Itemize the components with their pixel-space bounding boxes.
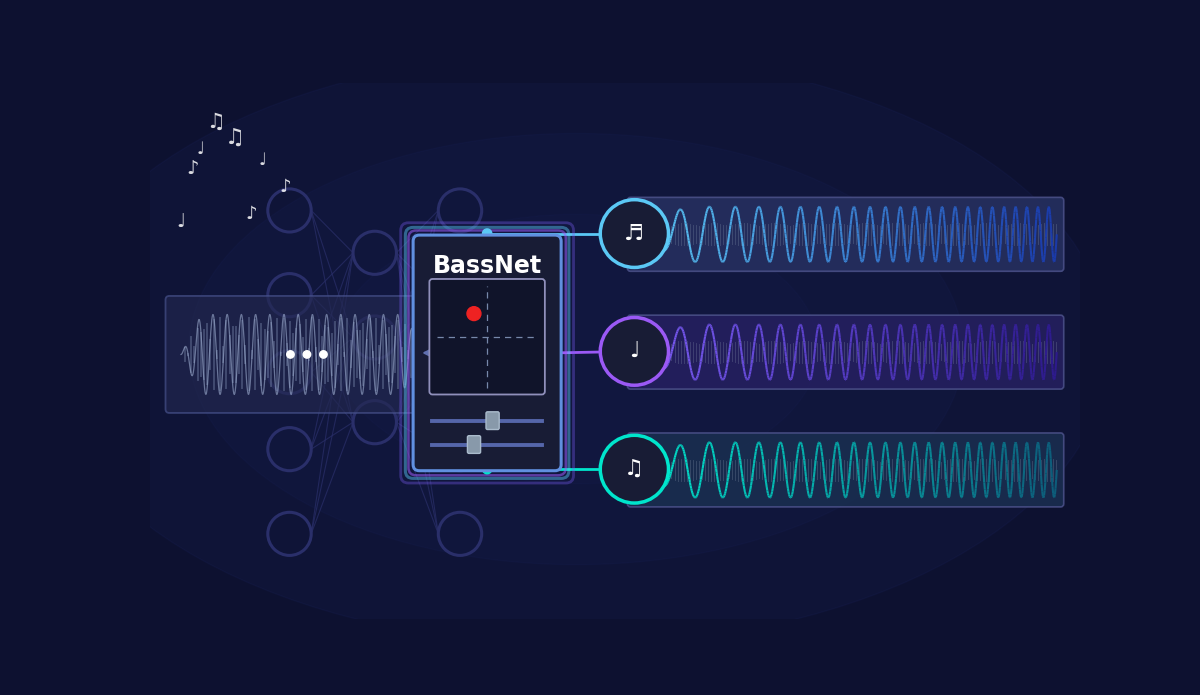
FancyBboxPatch shape bbox=[413, 235, 562, 471]
Circle shape bbox=[287, 351, 294, 358]
Circle shape bbox=[482, 229, 492, 238]
Text: ♬: ♬ bbox=[624, 224, 644, 243]
FancyBboxPatch shape bbox=[430, 279, 545, 395]
Ellipse shape bbox=[188, 133, 964, 564]
Text: ♩: ♩ bbox=[197, 140, 204, 158]
Text: ♩: ♩ bbox=[629, 341, 640, 361]
Circle shape bbox=[600, 199, 668, 268]
Text: ♪: ♪ bbox=[245, 205, 257, 223]
Text: ♫: ♫ bbox=[226, 127, 245, 147]
Text: ♩: ♩ bbox=[176, 213, 186, 231]
FancyBboxPatch shape bbox=[628, 433, 1063, 507]
Circle shape bbox=[482, 464, 492, 474]
FancyBboxPatch shape bbox=[486, 412, 499, 430]
Circle shape bbox=[600, 318, 668, 385]
Circle shape bbox=[551, 348, 559, 357]
Ellipse shape bbox=[43, 53, 1109, 646]
FancyBboxPatch shape bbox=[628, 315, 1063, 389]
Circle shape bbox=[319, 351, 328, 358]
Circle shape bbox=[304, 351, 311, 358]
FancyBboxPatch shape bbox=[468, 436, 480, 453]
Text: ♫: ♫ bbox=[624, 459, 644, 479]
FancyBboxPatch shape bbox=[166, 296, 449, 413]
Circle shape bbox=[467, 306, 481, 320]
Text: ♫: ♫ bbox=[206, 112, 226, 132]
Text: ♪: ♪ bbox=[280, 179, 292, 197]
FancyBboxPatch shape bbox=[628, 197, 1063, 271]
Text: ♪: ♪ bbox=[186, 158, 199, 178]
Circle shape bbox=[600, 435, 668, 503]
Text: ♩: ♩ bbox=[258, 152, 266, 170]
Text: BassNet: BassNet bbox=[432, 254, 541, 278]
